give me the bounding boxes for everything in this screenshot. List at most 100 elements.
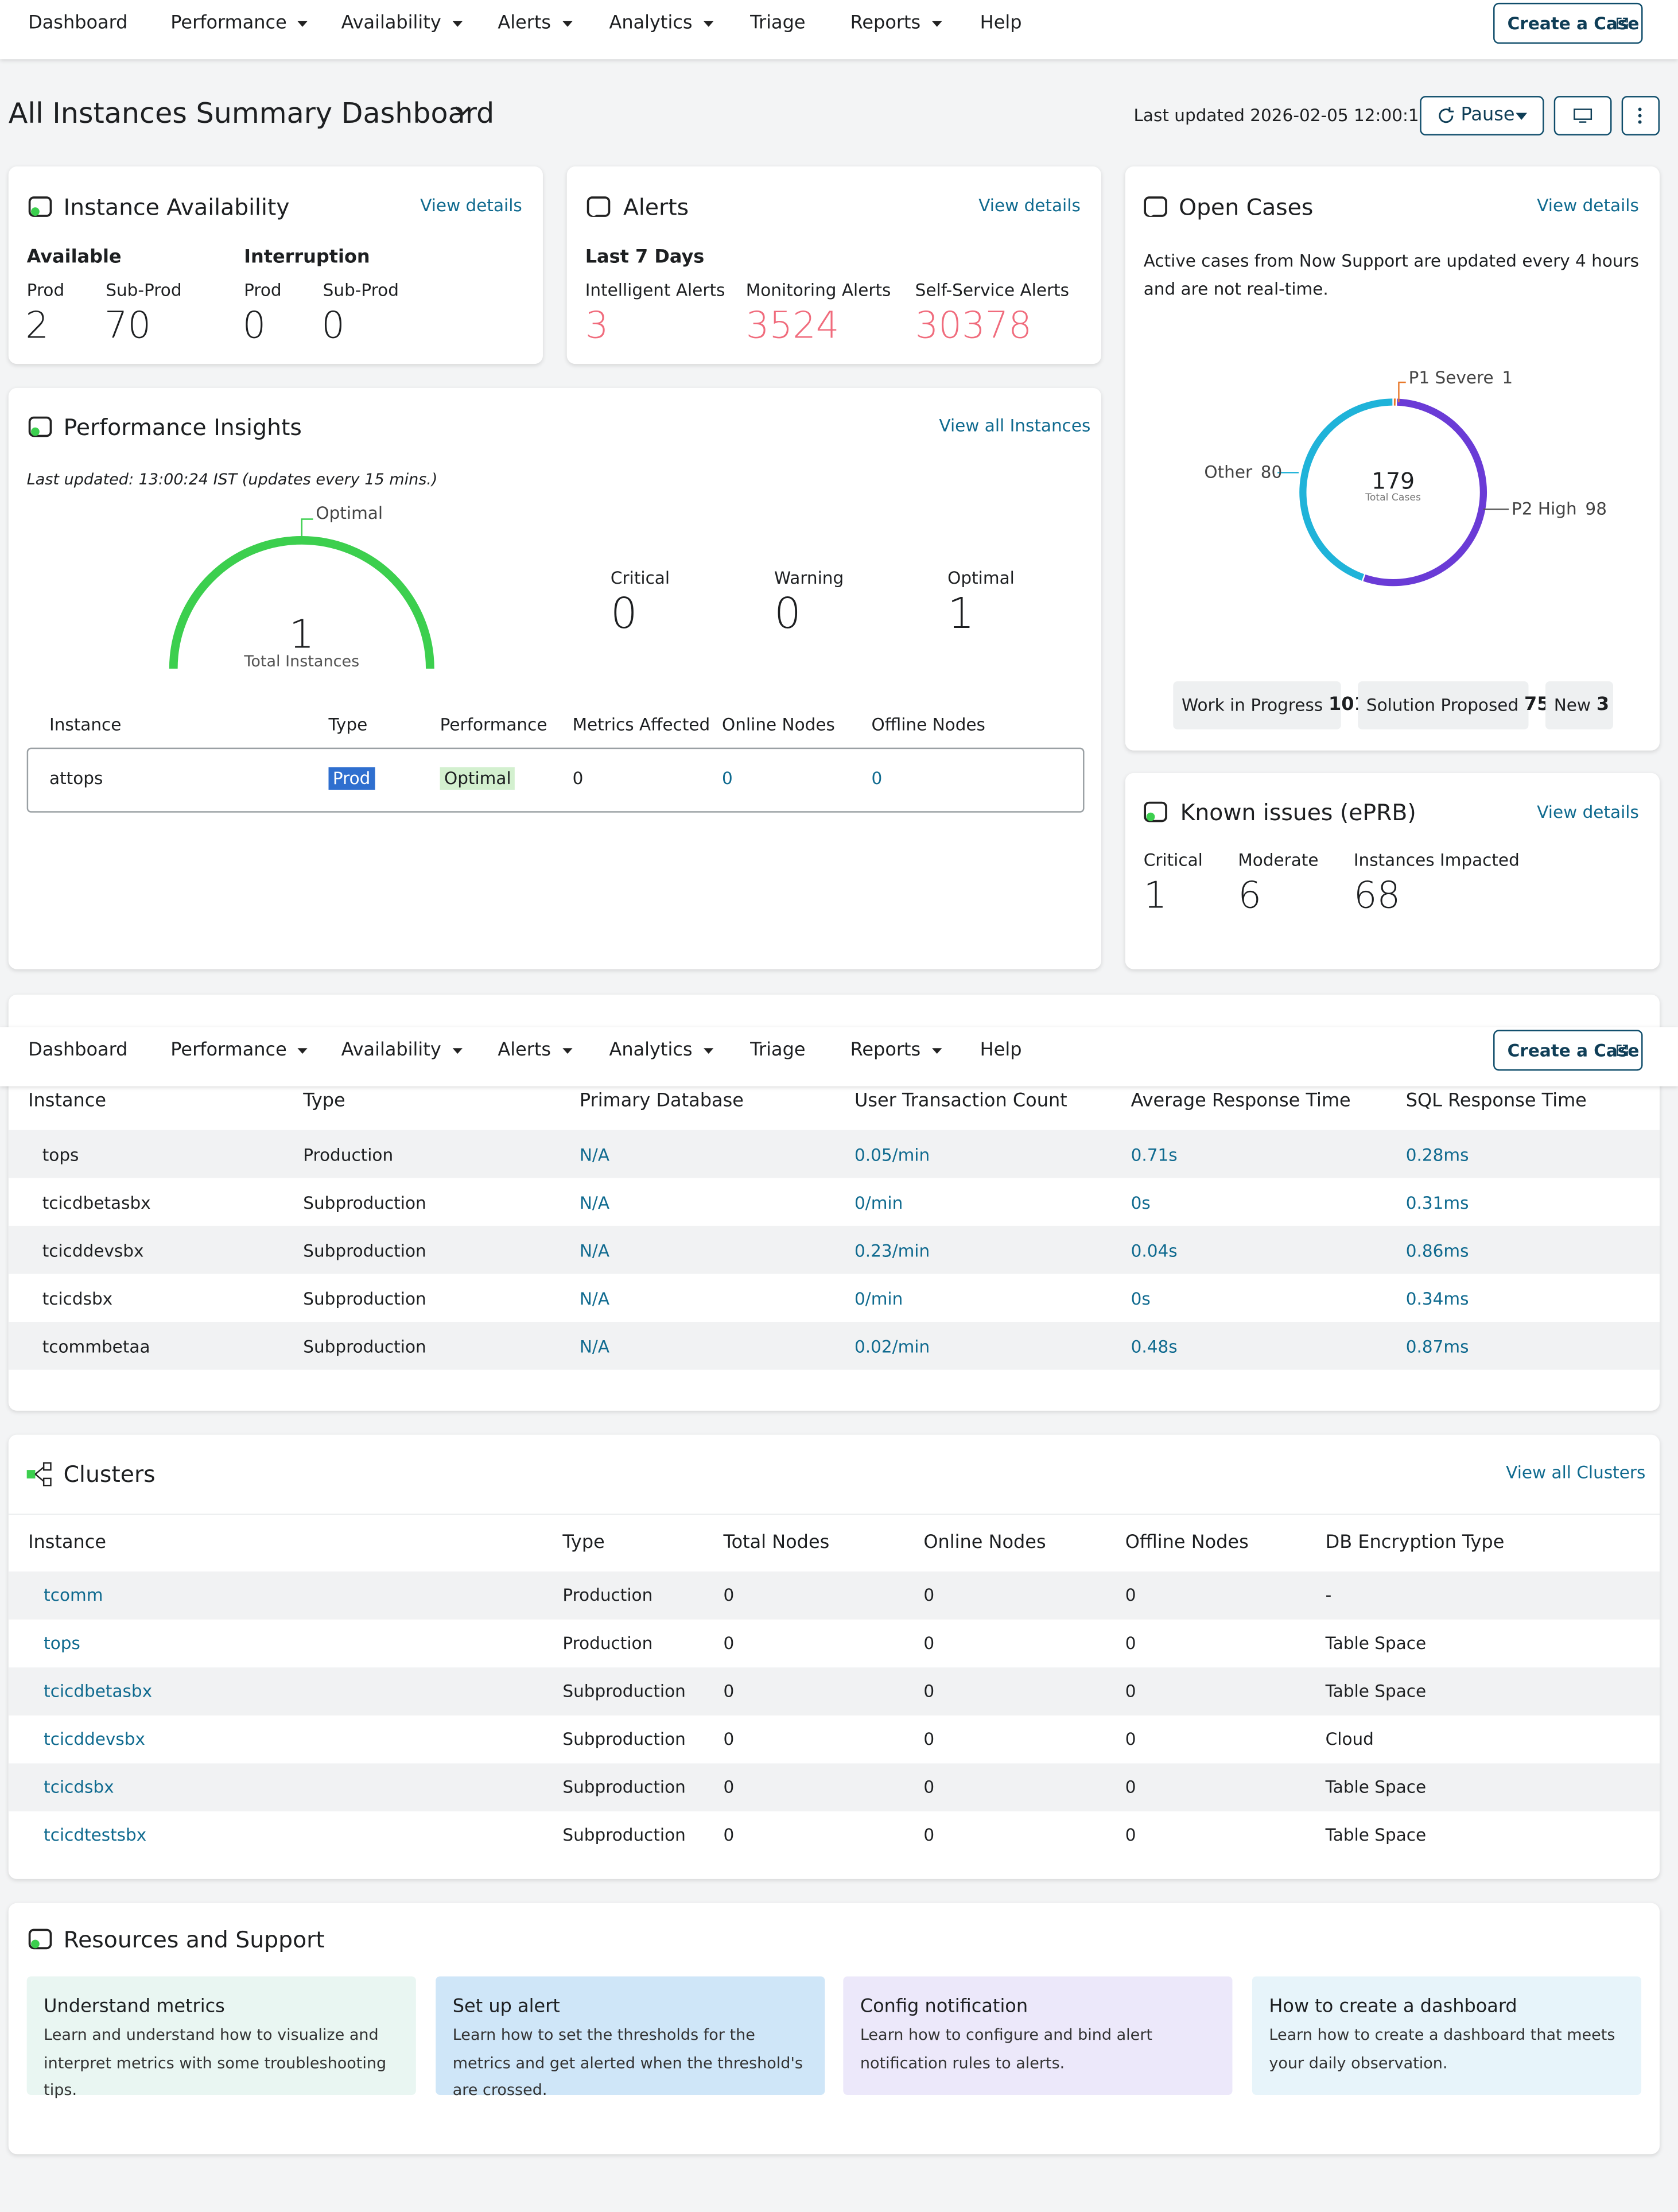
nav-item[interactable]: Analytics: [609, 13, 693, 34]
card-title: Performance Insights: [63, 414, 302, 441]
clusters-icon: [26, 1462, 52, 1487]
cell: N/A: [579, 1289, 610, 1309]
resource-card[interactable]: [26, 1976, 416, 2095]
cell[interactable]: tcicdsbx: [44, 1777, 114, 1797]
metric-value: 6: [1238, 875, 1261, 918]
nav-item[interactable]: Reports: [850, 13, 921, 34]
column-header: Instance: [28, 1532, 107, 1554]
resource-card[interactable]: [436, 1976, 825, 2095]
card-title: Clusters: [63, 1460, 156, 1488]
display-button[interactable]: [1553, 96, 1612, 135]
dropdown-caret: [562, 1048, 572, 1054]
view-all-link[interactable]: View all Instances: [939, 416, 1091, 436]
nav-item[interactable]: Alerts: [498, 13, 551, 34]
status-chip: [1545, 681, 1613, 729]
segment-name: P1 Severe: [1408, 368, 1494, 388]
cell: Subproduction: [303, 1241, 426, 1261]
cell: 0: [723, 1681, 735, 1701]
cell: 0: [923, 1777, 935, 1797]
cell: N/A: [579, 1241, 610, 1261]
cell: 0: [572, 769, 584, 789]
pause-label[interactable]: Pause: [1461, 104, 1515, 126]
nav-item[interactable]: Performance: [170, 13, 287, 34]
nav-item[interactable]: Performance: [170, 1039, 287, 1061]
column-header: Primary Database: [579, 1091, 744, 1112]
external-icon: [1617, 17, 1628, 29]
dropdown-caret: [704, 21, 714, 27]
cell: 0.02/min: [854, 1337, 930, 1357]
segment-name: P2 High: [1512, 499, 1577, 519]
nav-item[interactable]: Help: [980, 13, 1022, 34]
caret: [704, 21, 714, 27]
caret: [1516, 112, 1528, 120]
view-all-link[interactable]: View all Clusters: [1506, 1462, 1646, 1483]
metric-label: Prod: [244, 280, 282, 301]
caret: [562, 1048, 572, 1054]
cell: Production: [562, 1585, 653, 1605]
cell[interactable]: tcicddevsbx: [44, 1729, 145, 1749]
count-label: Critical: [610, 568, 670, 588]
column-header: Type: [562, 1532, 605, 1554]
view-details-link[interactable]: View details: [1537, 802, 1639, 822]
status-chip: [1358, 681, 1529, 729]
column-header: Total Nodes: [723, 1532, 830, 1554]
count-label: Warning: [774, 568, 844, 588]
nav-item[interactable]: Dashboard: [28, 1039, 128, 1061]
nav-item[interactable]: Availability: [341, 13, 441, 34]
cell: Prod: [328, 767, 375, 790]
dot: [1638, 120, 1642, 124]
nav-item[interactable]: Reports: [850, 1039, 921, 1061]
view-details-link[interactable]: View details: [420, 196, 522, 216]
metric-label: Prod: [26, 280, 65, 301]
edges: [34, 1466, 44, 1482]
cell[interactable]: tops: [44, 1633, 80, 1654]
caret: [298, 1048, 308, 1054]
cell: 0: [723, 1585, 735, 1605]
view-details-link[interactable]: View details: [1537, 196, 1639, 216]
screen: [1574, 108, 1592, 120]
cell: Table Space: [1325, 1681, 1427, 1701]
view-details-link[interactable]: View details: [978, 196, 1081, 216]
cell: Subproduction: [562, 1777, 686, 1797]
icon-shape: [1144, 801, 1167, 822]
nav-item[interactable]: Alerts: [498, 1039, 551, 1061]
row-stripe: [8, 1225, 1660, 1274]
metric-value: 3: [585, 305, 609, 348]
icon-shape: [28, 416, 52, 437]
nav-item[interactable]: Triage: [750, 1039, 806, 1061]
cell[interactable]: tcicdtestsbx: [44, 1825, 147, 1845]
cell: N/A: [579, 1145, 610, 1165]
pause-caret: [1516, 112, 1528, 120]
nav-item[interactable]: Triage: [750, 13, 806, 34]
cell: 0: [1125, 1633, 1136, 1654]
column-header: Metrics Affected: [572, 715, 710, 735]
cell: Cloud: [1325, 1729, 1374, 1749]
donut-total-label: Total Cases: [1365, 492, 1421, 503]
icon-dot: [31, 1939, 40, 1949]
count-value: 0: [774, 589, 801, 639]
nav-item[interactable]: Dashboard: [28, 13, 128, 34]
title-chevron: [455, 106, 471, 116]
dropdown-caret: [704, 1048, 714, 1054]
cases-note: Active cases from Now Support are update…: [1143, 251, 1640, 300]
status-value: 3: [1596, 694, 1610, 716]
icon-shape: [28, 1928, 52, 1950]
external-icon: [1617, 1045, 1628, 1056]
card-title: Resources and Support: [63, 1926, 325, 1953]
metric-value: 3524: [745, 305, 840, 348]
metric-value: 70: [104, 305, 152, 348]
resource-card[interactable]: [843, 1976, 1233, 2095]
nav-item[interactable]: Help: [980, 1039, 1022, 1061]
metric-label: Self-Service Alerts: [915, 280, 1070, 301]
resource-card[interactable]: [1252, 1976, 1642, 2095]
metric-label: Instances Impacted: [1353, 850, 1520, 871]
cell[interactable]: tcomm: [44, 1585, 103, 1605]
icon-dot: [31, 207, 40, 216]
nav-item[interactable]: Analytics: [609, 1039, 693, 1061]
nav-item[interactable]: Availability: [341, 1039, 441, 1061]
cell: 0.71s: [1131, 1145, 1178, 1165]
cell: Subproduction: [562, 1681, 686, 1701]
cell[interactable]: tcicdbetasbx: [44, 1681, 153, 1701]
page-title: All Instances Summary Dashboard: [8, 96, 495, 130]
